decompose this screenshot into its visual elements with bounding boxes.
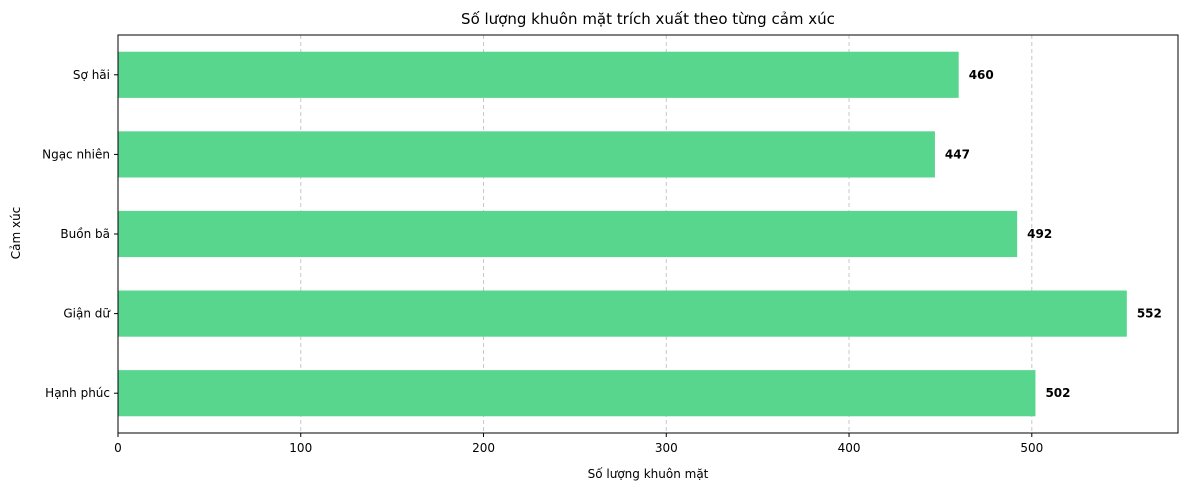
x-tick-label: 0: [114, 441, 122, 455]
y-axis-label: Cảm xúc: [9, 207, 23, 260]
x-axis-label: Số lượng khuôn mặt: [588, 467, 709, 481]
y-tick-label: Buồn bã: [60, 227, 110, 241]
axes: Hạnh phúc Giận dữ Buồn bã Ngạc nhiên Sợ hãi 0…: [42, 34, 1179, 455]
data-label: 492: [1027, 227, 1052, 241]
y-tick-label: Hạnh phúc: [45, 386, 110, 400]
data-label: 552: [1137, 307, 1162, 321]
plot-frame: [117, 34, 1179, 434]
bar: [118, 290, 1127, 337]
data-label: 447: [945, 147, 970, 161]
data-label: 502: [1045, 386, 1070, 400]
x-tick-label: 400: [838, 441, 861, 455]
y-tick-label: Giận dữ: [63, 307, 111, 321]
x-tick-label: 200: [472, 441, 495, 455]
x-tick-label: 300: [655, 441, 678, 455]
data-labels: 502 552 492 447 460: [945, 68, 1162, 400]
data-label: 460: [969, 68, 994, 82]
x-tick-label: 500: [1020, 441, 1043, 455]
bar: [118, 131, 935, 178]
bar: [118, 210, 1018, 258]
bar: [118, 51, 959, 98]
bars: [118, 51, 1127, 417]
chart-title: Số lượng khuôn mặt trích xuất theo từng …: [461, 10, 835, 28]
y-tick-label: Sợ hãi: [73, 68, 110, 82]
y-tick-label: Ngạc nhiên: [42, 147, 110, 161]
x-tick-label: 100: [289, 441, 312, 455]
bar: [118, 370, 1036, 417]
